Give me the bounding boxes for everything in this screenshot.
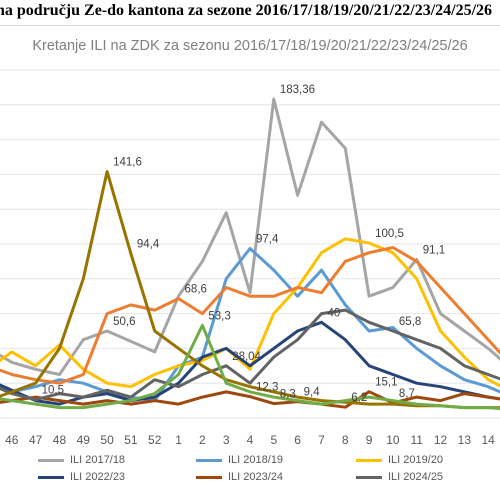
data-label: 8,7 [399,388,415,400]
legend-label: ILI 2022/23 [70,471,126,483]
x-tick-label: 49 [77,433,91,447]
legend-item: ILI 2024/25 [356,471,443,483]
data-label: 40 [327,307,340,319]
x-tick-label: 50 [100,433,114,447]
data-label: 6,2 [351,392,367,404]
data-label: 91,1 [423,244,445,256]
data-label: 68,6 [185,284,207,296]
legend-label: ILI 2017/18 [70,454,126,466]
x-tick-label: 51 [124,433,138,447]
legend-item: ILI 2017/18 [38,454,125,466]
series-line-unnamed-8 [0,323,500,410]
data-label: 28,04 [232,351,261,363]
x-tick-label: 46 [5,433,19,447]
x-tick-label: 9 [366,433,373,447]
series-line-ili-2017-18 [0,97,500,376]
data-label: 94,4 [137,239,160,251]
x-tick-label: 48 [53,433,67,447]
data-label: 141,6 [113,157,142,169]
x-tick-label: 10 [386,433,400,447]
legend: ILI 2017/18 ILI 2018/19 ILI 2019/20 ILI 202… [0,454,500,498]
x-tick-labels: 46 47 48 49 50 51 52 1 2 3 4 5 6 7 8 9 10 11 12 13 14 [5,433,495,447]
x-tick-label: 7 [318,433,325,447]
x-tick-label: 2 [199,433,206,447]
data-labels: 183,36 141,6 94,4 68,6 97,4 100,5 91,1 65,8 50,6… [42,84,445,404]
series-line-ili-2023-24 [0,390,500,409]
data-label: 12,3 [256,382,278,394]
x-tick-label: 6 [294,433,301,447]
series-lines [0,97,500,410]
x-tick-label: 1 [175,433,182,447]
legend-label: ILI 2018/19 [228,454,284,466]
data-label: 9,4 [304,387,321,399]
data-label: 15,1 [375,377,397,389]
x-tick-label: 11 [410,433,423,447]
x-tick-label: 5 [270,433,277,447]
data-label: 53,3 [208,310,230,322]
x-tick-label: 12 [434,433,448,447]
series-line-ili-2022-23 [0,320,500,406]
x-tick-label: 8 [342,433,349,447]
series-line-ili-2024-25 [0,308,500,402]
x-tick-label: 3 [223,433,230,447]
series-line-unnamed-6 [0,246,500,385]
legend-swatch [38,475,64,479]
legend-label: ILI 2024/25 [388,471,444,483]
data-label: 8,3 [280,389,296,401]
legend-item: ILI 2023/24 [196,471,283,483]
legend-item: ILI 2022/23 [38,471,125,483]
legend-label: ILI 2019/20 [388,454,444,466]
x-tick-label: 4 [247,433,254,447]
x-tick-label: 52 [148,433,162,447]
legend-swatch [356,475,382,479]
x-tick-label: 14 [482,433,496,447]
x-tick-label: 47 [29,433,43,447]
data-label: 97,4 [256,234,279,246]
page-title: na području Ze-do kantona za sezone 2016… [0,2,493,19]
data-label: 50,6 [113,316,135,328]
data-label: 100,5 [375,228,404,240]
data-label: 10,5 [42,385,64,397]
legend-item: ILI 2019/20 [356,454,443,466]
series-line-ili-2019-20 [0,237,500,389]
legend-swatch [196,458,222,462]
data-label: 65,8 [399,316,421,328]
x-tick-label: 13 [458,433,472,447]
legend-label: ILI 2023/24 [228,471,284,483]
legend-swatch [196,475,222,479]
chart-title: Kretanje ILI na ZDK za sezonu 2016/17/18… [32,38,468,54]
legend-swatch [38,458,64,462]
title-divider [0,25,500,26]
legend-swatch [356,458,382,462]
data-label: 183,36 [280,84,315,96]
series-line-ili-2018-19 [0,247,500,403]
legend-item: ILI 2018/19 [196,454,283,466]
